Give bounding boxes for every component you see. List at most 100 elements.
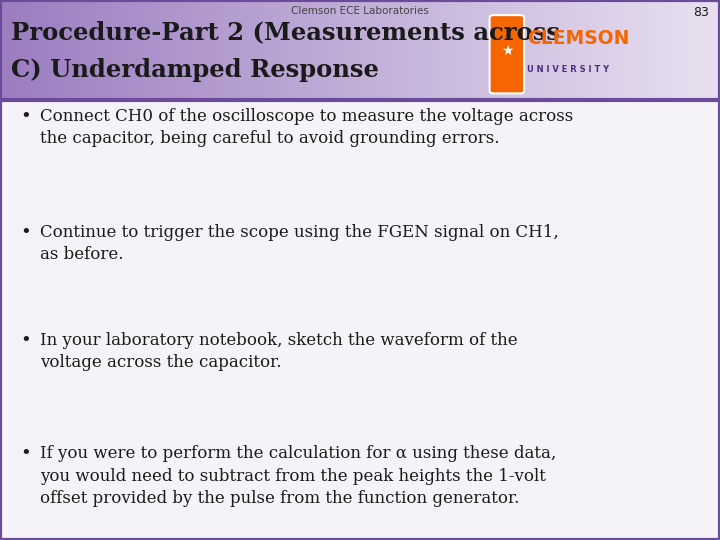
Bar [346,0,349,100]
Bar [292,0,295,100]
Bar [594,0,598,100]
Bar [544,0,547,100]
Bar [688,0,691,100]
Bar [392,0,396,100]
Bar [83,0,86,100]
Bar [680,0,684,100]
Bar [418,0,421,100]
Bar [446,0,450,100]
Bar [554,0,558,100]
Bar [266,0,270,100]
Text: CLEMSON: CLEMSON [527,29,629,49]
Bar [626,0,630,100]
Bar [65,0,68,100]
Bar [684,0,688,100]
Bar [695,0,698,100]
Bar [58,0,61,100]
Bar [191,0,194,100]
Bar [259,0,263,100]
Bar [18,0,22,100]
Text: 83: 83 [693,6,709,19]
Bar [547,0,551,100]
Bar [670,0,673,100]
Text: In your laboratory notebook, sketch the waveform of the
voltage across the capac: In your laboratory notebook, sketch the … [40,332,517,372]
Bar [587,0,590,100]
Bar [241,0,245,100]
Bar [652,0,655,100]
Bar [450,0,454,100]
Bar [666,0,670,100]
Bar [176,0,180,100]
Bar [536,0,540,100]
Text: •: • [20,108,31,126]
Bar [410,0,414,100]
Bar [180,0,184,100]
Bar [36,0,40,100]
Text: Connect CH0 of the oscilloscope to measure the voltage across
the capacitor, bei: Connect CH0 of the oscilloscope to measu… [40,108,573,147]
Bar [486,0,490,100]
Bar [155,0,158,100]
Bar [331,0,335,100]
Bar [508,0,511,100]
Bar [400,0,403,100]
Bar [608,0,612,100]
Bar [691,0,695,100]
Bar [716,0,720,100]
Bar [414,0,418,100]
Bar [256,0,259,100]
Text: •: • [20,332,31,350]
Bar [367,0,371,100]
Bar [328,0,331,100]
Bar [436,0,439,100]
Bar [389,0,392,100]
Bar [526,0,529,100]
Bar [320,0,324,100]
Bar [29,0,32,100]
Bar [580,0,583,100]
Bar [630,0,634,100]
Bar [713,0,716,100]
Bar [234,0,238,100]
Bar [101,0,104,100]
Bar [461,0,464,100]
Bar [709,0,713,100]
Bar [382,0,385,100]
Bar [551,0,554,100]
Bar [655,0,659,100]
Bar [360,0,364,100]
Bar [540,0,544,100]
Bar [500,0,504,100]
Text: •: • [20,224,31,242]
Bar [108,0,112,100]
Bar [504,0,508,100]
Bar [173,0,176,100]
Bar [79,0,83,100]
Bar [634,0,637,100]
Bar [310,0,313,100]
Bar [14,0,18,100]
Bar [324,0,328,100]
Bar [148,0,151,100]
Bar [702,0,706,100]
Bar [97,0,101,100]
Bar [4,0,7,100]
Bar [432,0,436,100]
Bar [439,0,443,100]
Bar [263,0,266,100]
Bar [637,0,641,100]
Text: ★: ★ [500,44,513,58]
Bar [403,0,407,100]
Bar [662,0,666,100]
Bar [493,0,497,100]
Bar [22,0,25,100]
Bar [144,0,148,100]
Bar [616,0,619,100]
Bar [216,0,220,100]
Bar [299,0,302,100]
Bar [511,0,515,100]
Bar [205,0,209,100]
Bar [162,0,166,100]
Bar [274,0,277,100]
Bar [569,0,572,100]
Bar [515,0,518,100]
